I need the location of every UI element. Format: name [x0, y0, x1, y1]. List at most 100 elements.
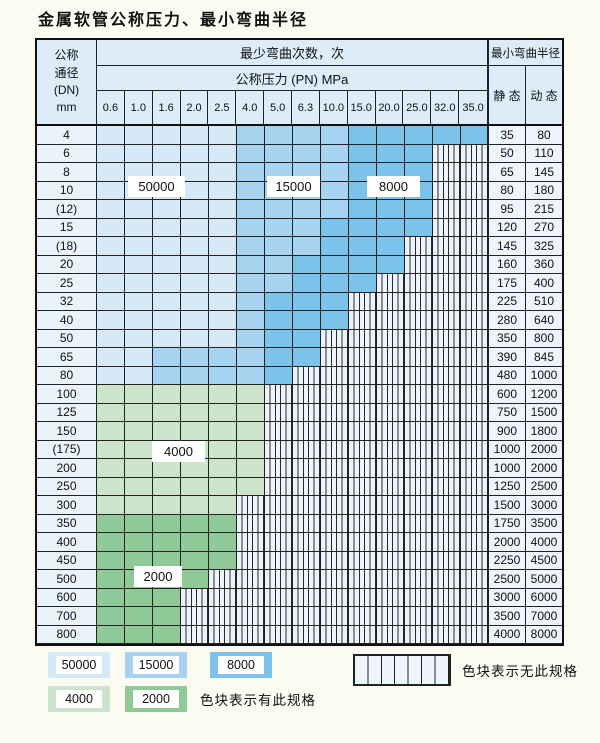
spec-cell [293, 459, 321, 478]
static-radius-cell: 600 [489, 385, 526, 404]
dn-cell: (12) [37, 200, 97, 219]
spec-cell [461, 588, 489, 607]
pressure-col-header: 5.0 [264, 91, 293, 124]
spec-cell [237, 329, 265, 348]
table-row: 6 50 110 [37, 144, 562, 163]
spec-cell [125, 200, 153, 219]
dynamic-radius-cell: 180 [526, 181, 562, 200]
spec-cell [377, 625, 405, 644]
spec-cell [265, 274, 293, 293]
spec-cell [433, 366, 461, 385]
dynamic-radius-cell: 3500 [526, 514, 562, 533]
spec-cell [153, 496, 181, 515]
spec-cell [405, 440, 433, 459]
spec-cell [181, 533, 209, 552]
spec-cell [209, 496, 237, 515]
spec-cell [209, 422, 237, 441]
spec-cell [153, 385, 181, 404]
spec-cell [433, 144, 461, 163]
spec-cell [377, 366, 405, 385]
spec-cell [265, 255, 293, 274]
spec-cell [153, 477, 181, 496]
static-radius-cell: 280 [489, 311, 526, 330]
spec-cell [153, 274, 181, 293]
dynamic-radius-cell: 800 [526, 329, 562, 348]
spec-cell [321, 496, 349, 515]
spec-cell [293, 366, 321, 385]
spec-cell [433, 348, 461, 367]
spec-cell [377, 514, 405, 533]
spec-cell [293, 311, 321, 330]
dn-cell: 600 [37, 588, 97, 607]
spec-cell [293, 385, 321, 404]
spec-cell [97, 440, 125, 459]
spec-cell [433, 200, 461, 219]
dynamic-radius-cell: 1000 [526, 366, 562, 385]
spec-cell [209, 292, 237, 311]
spec-cell [153, 348, 181, 367]
spec-cell [293, 218, 321, 237]
legend-block-8000: 8000 [210, 652, 272, 678]
static-radius-cell: 3500 [489, 607, 526, 626]
dn-cell: 700 [37, 607, 97, 626]
spec-cell [461, 440, 489, 459]
spec-cell [433, 274, 461, 293]
spec-cell [349, 218, 377, 237]
no-spec-legend-swatch [353, 654, 451, 686]
spec-cell [461, 274, 489, 293]
legend-label: 2000 [133, 690, 179, 708]
spec-cell [377, 477, 405, 496]
spec-cell [377, 311, 405, 330]
spec-cell [97, 181, 125, 200]
spec-cell [181, 237, 209, 256]
table-header: 公称 通径 (DN) mm 最少弯曲次数，次 公称压力 (PN) MPa 0.6… [37, 40, 562, 126]
spec-cell [209, 163, 237, 182]
spec-cell [181, 366, 209, 385]
spec-cell [349, 292, 377, 311]
table-row: 80 480 1000 [37, 366, 562, 385]
spec-cell [265, 200, 293, 219]
spec-cell [97, 385, 125, 404]
spec-cell [405, 422, 433, 441]
legend-block-50000: 50000 [48, 652, 110, 678]
static-radius-cell: 175 [489, 274, 526, 293]
spec-cell [405, 348, 433, 367]
spec-cell [293, 422, 321, 441]
spec-cell [433, 459, 461, 478]
spec-cell [181, 459, 209, 478]
spec-cell [321, 477, 349, 496]
dn-cell: 500 [37, 570, 97, 589]
spec-cell [293, 570, 321, 589]
spec-cell [377, 329, 405, 348]
table-row: 300 1500 3000 [37, 496, 562, 515]
spec-cell [461, 163, 489, 182]
dn-cell: 6 [37, 144, 97, 163]
spec-cell [377, 496, 405, 515]
static-radius-cell: 350 [489, 329, 526, 348]
spec-cell [321, 292, 349, 311]
table-row: 4 35 80 [37, 126, 562, 145]
spec-cell [321, 551, 349, 570]
spec-cell [181, 329, 209, 348]
spec-cell [461, 144, 489, 163]
spec-cell [153, 459, 181, 478]
radius-header: 最小弯曲半径 [489, 40, 562, 66]
spec-cell [321, 255, 349, 274]
spec-cell [433, 422, 461, 441]
static-radius-cell: 1000 [489, 440, 526, 459]
spec-cell [433, 477, 461, 496]
pressure-col-header: 2.5 [208, 91, 237, 124]
spec-cell [293, 551, 321, 570]
spec-cell [209, 200, 237, 219]
spec-cell [97, 403, 125, 422]
spec-cell [321, 329, 349, 348]
static-radius-cell: 160 [489, 255, 526, 274]
table-row: 20 160 360 [37, 255, 562, 274]
spec-cell [181, 496, 209, 515]
spec-cell [237, 163, 265, 182]
spec-cell [349, 625, 377, 644]
spec-cell [181, 126, 209, 145]
spec-cell [153, 607, 181, 626]
dynamic-radius-cell: 2000 [526, 440, 562, 459]
spec-cell [461, 422, 489, 441]
